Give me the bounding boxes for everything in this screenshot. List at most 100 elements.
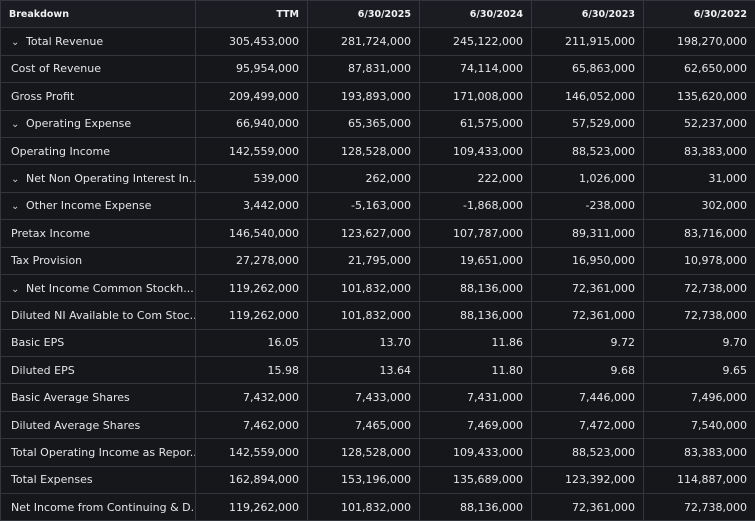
column-header: 6/30/2025 — [308, 1, 420, 28]
row-label: Diluted NI Available to Com Stoc... — [1, 302, 196, 329]
cell-value: 27,278,000 — [196, 247, 308, 274]
row-label: Tax Provision — [1, 247, 196, 274]
row-label-text[interactable]: Net Income Common Stockh... — [26, 282, 194, 295]
row-label: Net Income from Continuing & D... — [1, 494, 196, 521]
cell-value: 114,887,000 — [644, 466, 755, 493]
cell-value: 123,627,000 — [308, 220, 420, 247]
cell-value: 3,442,000 — [196, 192, 308, 219]
cell-value: 119,262,000 — [196, 274, 308, 301]
row-label: Total Operating Income as Repor... — [1, 439, 196, 466]
cell-value: 107,787,000 — [420, 220, 532, 247]
row-label: Diluted Average Shares — [1, 411, 196, 438]
expand-chevron[interactable]: ⌄ — [11, 284, 23, 295]
cell-value: 9.65 — [644, 357, 755, 384]
cell-value: 62,650,000 — [644, 55, 755, 82]
cell-value: 128,528,000 — [308, 439, 420, 466]
column-header: Breakdown — [1, 1, 196, 28]
expand-chevron[interactable]: ⌄ — [11, 37, 23, 48]
cell-value: 72,738,000 — [644, 302, 755, 329]
row-label: Operating Income — [1, 137, 196, 164]
row-label: ⌄Net Income Common Stockh... — [1, 274, 196, 301]
cell-value: 52,237,000 — [644, 110, 755, 137]
cell-value: -1,868,000 — [420, 192, 532, 219]
cell-value: 153,196,000 — [308, 466, 420, 493]
cell-value: 123,392,000 — [532, 466, 644, 493]
cell-value: 61,575,000 — [420, 110, 532, 137]
row-label-text[interactable]: Net Non Operating Interest In... — [26, 172, 196, 185]
table-row: ⌄Net Non Operating Interest In...539,000… — [1, 165, 755, 192]
expand-chevron[interactable]: ⌄ — [11, 201, 23, 212]
cell-value: 7,432,000 — [196, 384, 308, 411]
cell-value: 65,365,000 — [308, 110, 420, 137]
cell-value: 72,361,000 — [532, 274, 644, 301]
row-label: Cost of Revenue — [1, 55, 196, 82]
row-label-text[interactable]: Total Revenue — [26, 35, 103, 48]
cell-value: 211,915,000 — [532, 28, 644, 55]
cell-value: 9.72 — [532, 329, 644, 356]
table-row: Total Operating Income as Repor...142,55… — [1, 439, 755, 466]
cell-value: 83,716,000 — [644, 220, 755, 247]
cell-value: 7,446,000 — [532, 384, 644, 411]
cell-value: 88,136,000 — [420, 302, 532, 329]
cell-value: 13.70 — [308, 329, 420, 356]
row-label: ⌄Net Non Operating Interest In... — [1, 165, 196, 192]
cell-value: 66,940,000 — [196, 110, 308, 137]
row-label-text[interactable]: Other Income Expense — [26, 199, 151, 212]
cell-value: 142,559,000 — [196, 439, 308, 466]
cell-value: 7,462,000 — [196, 411, 308, 438]
cell-value: 72,361,000 — [532, 494, 644, 521]
cell-value: 7,433,000 — [308, 384, 420, 411]
cell-value: 21,795,000 — [308, 247, 420, 274]
cell-value: 65,863,000 — [532, 55, 644, 82]
cell-value: 1,026,000 — [532, 165, 644, 192]
table-row: Diluted NI Available to Com Stoc...119,2… — [1, 302, 755, 329]
column-header: 6/30/2023 — [532, 1, 644, 28]
cell-value: 72,361,000 — [532, 302, 644, 329]
row-label: Total Expenses — [1, 466, 196, 493]
row-label: Diluted EPS — [1, 357, 196, 384]
cell-value: 16.05 — [196, 329, 308, 356]
cell-value: 72,738,000 — [644, 494, 755, 521]
cell-value: 109,433,000 — [420, 137, 532, 164]
row-label: Gross Profit — [1, 83, 196, 110]
cell-value: 11.86 — [420, 329, 532, 356]
cell-value: 302,000 — [644, 192, 755, 219]
cell-value: -5,163,000 — [308, 192, 420, 219]
cell-value: 119,262,000 — [196, 302, 308, 329]
cell-value: 87,831,000 — [308, 55, 420, 82]
cell-value: 198,270,000 — [644, 28, 755, 55]
column-header: 6/30/2024 — [420, 1, 532, 28]
cell-value: -238,000 — [532, 192, 644, 219]
cell-value: 209,499,000 — [196, 83, 308, 110]
table-row: Net Income from Continuing & D...119,262… — [1, 494, 755, 521]
cell-value: 222,000 — [420, 165, 532, 192]
cell-value: 16,950,000 — [532, 247, 644, 274]
cell-value: 119,262,000 — [196, 494, 308, 521]
cell-value: 162,894,000 — [196, 466, 308, 493]
cell-value: 7,465,000 — [308, 411, 420, 438]
cell-value: 142,559,000 — [196, 137, 308, 164]
cell-value: 305,453,000 — [196, 28, 308, 55]
cell-value: 10,978,000 — [644, 247, 755, 274]
cell-value: 109,433,000 — [420, 439, 532, 466]
cell-value: 128,528,000 — [308, 137, 420, 164]
expand-chevron[interactable]: ⌄ — [11, 119, 23, 130]
row-label-text[interactable]: Operating Expense — [26, 117, 131, 130]
cell-value: 83,383,000 — [644, 439, 755, 466]
cell-value: 171,008,000 — [420, 83, 532, 110]
cell-value: 13.64 — [308, 357, 420, 384]
cell-value: 7,496,000 — [644, 384, 755, 411]
cell-value: 101,832,000 — [308, 274, 420, 301]
cell-value: 9.68 — [532, 357, 644, 384]
expand-chevron[interactable]: ⌄ — [11, 174, 23, 185]
cell-value: 7,472,000 — [532, 411, 644, 438]
